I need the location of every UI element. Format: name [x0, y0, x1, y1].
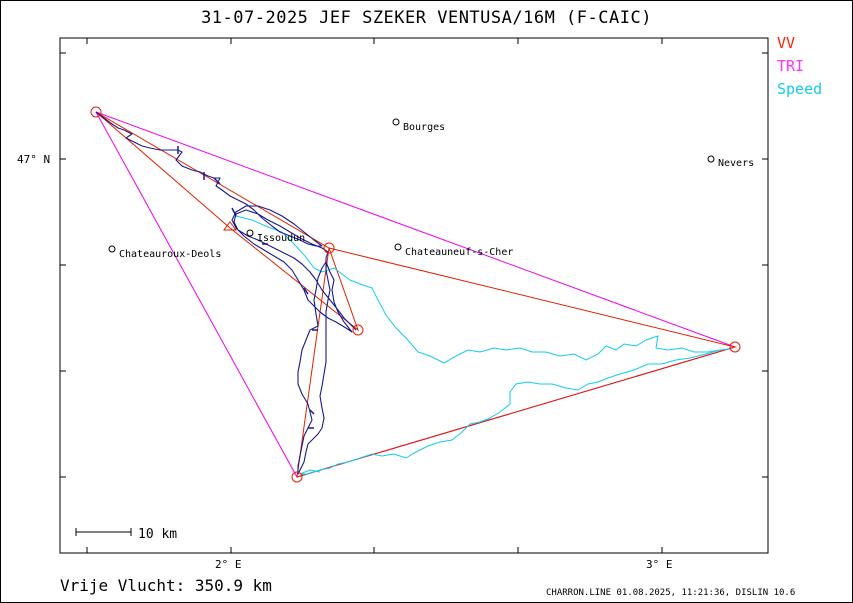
map-title: 31-07-2025 JEF SZEKER VENTUSA/16M (F-CAI…	[201, 8, 652, 28]
plot-area	[59, 37, 769, 554]
lon-label-2e: 2° E	[215, 558, 242, 571]
city-label-issoudun: Issoudun	[257, 233, 305, 244]
start-triangle-marker	[223, 221, 237, 231]
credit-line: CHARRON.LINE 01.08.2025, 11:21:36, DISLI…	[546, 588, 796, 598]
turnpoint-4	[729, 341, 741, 353]
city-marker-chateauneuf	[394, 243, 402, 251]
scale-bar: 10 km	[75, 527, 177, 542]
city-marker-issoudun	[246, 229, 254, 237]
cities: Bourges Nevers Issoudun Chateauroux-Deol…	[108, 118, 754, 260]
city-marker-nevers	[707, 155, 715, 163]
legend-speed: Speed	[777, 80, 823, 98]
track-markers	[177, 146, 318, 429]
free-flight-distance: Vrije Vlucht: 350.9 km	[60, 576, 272, 595]
lat-label: 47° N	[17, 153, 50, 166]
city-label-chateauneuf: Chateauneuf-s-Cher	[405, 247, 513, 258]
turnpoint-1	[90, 106, 102, 118]
scale-bar-label: 10 km	[138, 527, 177, 542]
lon-label-3e: 3° E	[646, 558, 673, 571]
triangle-route	[95, 111, 737, 478]
turnpoint-3	[352, 324, 364, 336]
speed-trace	[235, 215, 731, 475]
turnpoints	[90, 106, 741, 483]
turnpoint-2	[323, 242, 335, 254]
turnpoint-5	[291, 471, 303, 483]
legend-tri: TRI	[777, 57, 805, 75]
city-label-nevers: Nevers	[718, 158, 754, 169]
axis-ticks	[60, 38, 768, 553]
declared-route	[95, 111, 737, 478]
city-label-bourges: Bourges	[403, 122, 445, 133]
legend-vv: VV	[777, 34, 796, 52]
gps-track	[95, 111, 357, 475]
city-marker-chateauroux	[108, 245, 116, 253]
city-marker-bourges	[392, 118, 400, 126]
city-label-chateauroux: Chateauroux-Deols	[119, 249, 221, 260]
